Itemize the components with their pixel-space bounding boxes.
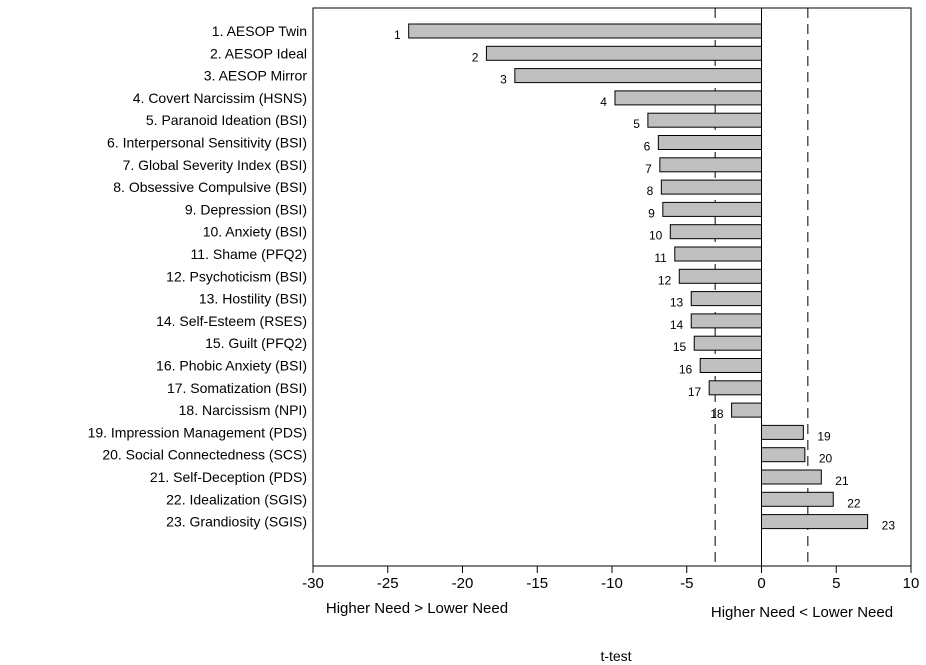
category-label: 5. Paranoid Ideation (BSI) (146, 112, 307, 128)
bar (678, 268, 763, 284)
bar (659, 157, 763, 173)
bar (669, 224, 762, 240)
data-label: 20 (819, 452, 833, 466)
x-tick-label: 0 (757, 575, 765, 592)
bar (662, 201, 763, 217)
bar (708, 380, 762, 396)
x-tick-label: 10 (903, 575, 920, 592)
bar (657, 135, 762, 150)
data-label: 22 (847, 496, 861, 510)
bar (699, 358, 763, 373)
bar (647, 112, 763, 128)
category-label: 6. Interpersonal Sensitivity (BSI) (107, 135, 307, 151)
category-label: 7. Global Severity Index (BSI) (123, 157, 307, 173)
category-label: 8. Obsessive Compulsive (BSI) (113, 179, 307, 195)
category-label: 11. Shame (PFQ2) (191, 246, 307, 262)
data-label: 3 (500, 73, 507, 87)
bar (674, 246, 762, 262)
category-label: 23. Grandiosity (SGIS) (166, 514, 307, 530)
data-label: 16 (679, 363, 693, 377)
data-label: 6 (644, 140, 651, 154)
data-label: 5 (633, 117, 640, 131)
category-label: 18. Narcissism (NPI) (179, 402, 307, 418)
bar (761, 447, 806, 463)
category-label: 13. Hostility (BSI) (199, 291, 307, 307)
annotation-right: Higher Need < Lower Need (711, 604, 893, 621)
data-label: 12 (658, 273, 672, 287)
data-label: 19 (817, 429, 831, 443)
bar (408, 23, 762, 39)
category-label: 19. Impression Management (PDS) (88, 424, 307, 440)
bar (731, 402, 762, 418)
bar (614, 90, 762, 106)
category-label: 21. Self-Deception (PDS) (150, 469, 307, 485)
bar (761, 424, 804, 440)
category-label: 14. Self-Esteem (RSES) (156, 313, 307, 329)
data-label: 10 (649, 229, 663, 243)
category-label: 15. Guilt (PFQ2) (205, 335, 307, 351)
data-label: 15 (673, 340, 687, 354)
category-label: 22. Idealization (SGIS) (166, 491, 307, 507)
category-label: 16. Phobic Anxiety (BSI) (156, 358, 307, 374)
bar (761, 469, 822, 485)
category-label: 20. Social Connectedness (SCS) (102, 447, 307, 463)
data-label: 4 (600, 95, 607, 109)
data-label: 13 (670, 296, 684, 310)
bar (761, 491, 834, 507)
bar (485, 45, 762, 61)
bar (693, 335, 762, 351)
x-tick-label: -10 (601, 575, 623, 592)
data-label: 17 (688, 385, 702, 399)
x-tick-label: -15 (526, 575, 548, 592)
annotation-left: Higher Need > Lower Need (326, 600, 508, 617)
bar (660, 179, 763, 195)
bar (690, 291, 762, 307)
category-label: 9. Depression (BSI) (185, 201, 307, 217)
x-tick-label: -5 (680, 575, 693, 592)
data-label: 11 (654, 251, 667, 265)
category-label: 1. AESOP Twin (212, 23, 307, 39)
x-tick-label: -30 (302, 575, 324, 592)
bar (514, 68, 763, 84)
x-tick-label: -20 (452, 575, 474, 592)
data-label: 18 (710, 407, 724, 421)
category-label: 10. Anxiety (BSI) (203, 224, 307, 240)
data-label: 8 (647, 184, 654, 198)
bar (761, 514, 869, 530)
category-label: 17. Somatization (BSI) (167, 380, 307, 396)
bar (690, 313, 762, 329)
data-label: 14 (670, 318, 684, 332)
category-label: 3. AESOP Mirror (204, 68, 308, 84)
data-label: 9 (648, 206, 655, 220)
data-label: 7 (645, 162, 652, 176)
x-tick-label: 5 (832, 575, 840, 592)
data-label: 21 (835, 474, 849, 488)
x-tick-label: -25 (377, 575, 399, 592)
data-label: 1 (394, 28, 401, 42)
category-label: 4. Covert Narcissim (HSNS) (133, 90, 307, 106)
category-label: 12. Psychoticism (BSI) (166, 268, 307, 284)
category-label: 2. AESOP Ideal (210, 45, 307, 61)
data-label: 23 (882, 519, 896, 533)
x-axis-title: t-test (600, 648, 631, 664)
data-label: 2 (472, 50, 479, 64)
